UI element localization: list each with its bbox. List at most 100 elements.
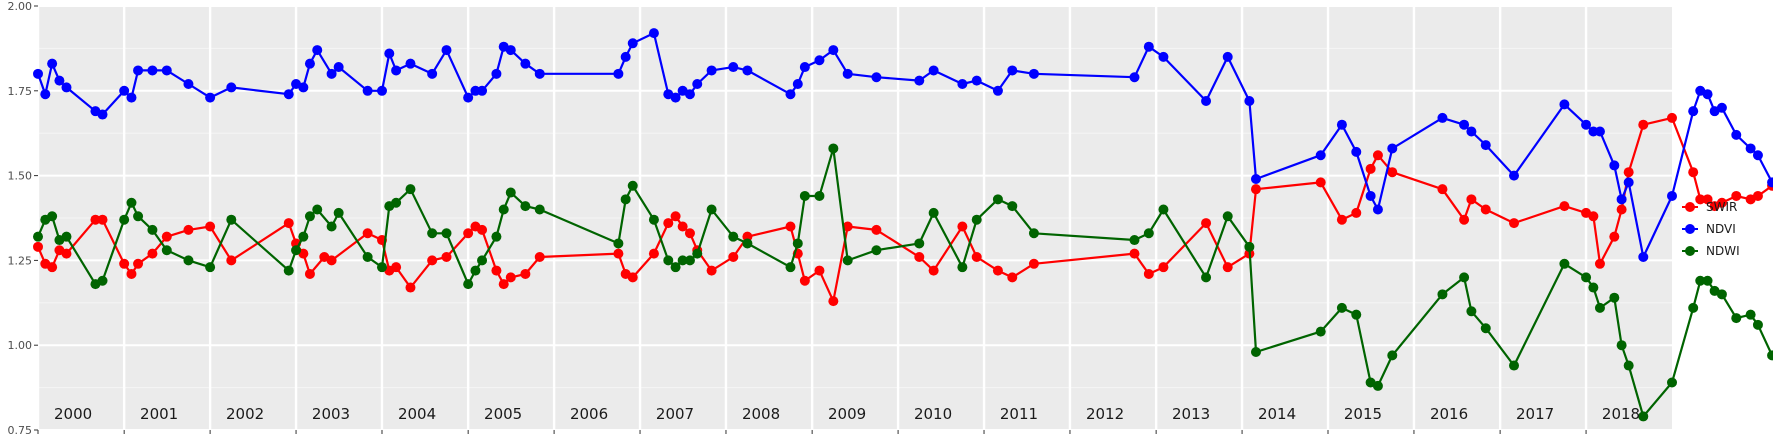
data-point-ndwi xyxy=(828,143,839,154)
data-point-swir xyxy=(1336,214,1347,225)
data-point-ndwi xyxy=(119,214,130,225)
data-point-ndvi xyxy=(391,65,402,76)
data-point-ndwi xyxy=(463,279,474,290)
data-point-ndvi xyxy=(670,92,681,103)
data-point-swir xyxy=(1222,262,1233,273)
year-label: 2017 xyxy=(1516,405,1554,423)
data-point-ndvi xyxy=(47,58,58,69)
data-point-ndwi xyxy=(1745,309,1756,320)
data-point-swir xyxy=(1702,194,1713,205)
data-point-swir xyxy=(183,224,194,235)
data-point-swir xyxy=(785,221,796,232)
data-point-swir xyxy=(684,228,695,239)
data-point-swir xyxy=(928,265,939,276)
data-point-swir xyxy=(1365,163,1376,174)
data-point-swir xyxy=(147,248,158,259)
year-label: 2013 xyxy=(1172,405,1210,423)
data-point-swir xyxy=(126,268,137,279)
data-point-ndwi xyxy=(1695,275,1706,286)
data-point-swir xyxy=(627,272,638,283)
data-point-ndwi xyxy=(534,204,545,215)
data-point-ndwi xyxy=(613,238,624,249)
data-point-ndvi xyxy=(684,89,695,100)
data-point-ndvi xyxy=(828,45,839,56)
data-point-ndwi xyxy=(133,211,144,222)
year-label: 2003 xyxy=(312,405,350,423)
data-point-ndwi xyxy=(326,221,337,232)
data-point-swir xyxy=(728,252,739,263)
data-point-ndvi xyxy=(405,58,416,69)
data-point-swir xyxy=(1638,119,1649,130)
data-point-ndvi xyxy=(728,62,739,73)
y-tick-label: 2.00 xyxy=(8,0,33,13)
data-point-ndwi xyxy=(785,262,796,273)
data-point-ndvi xyxy=(706,65,717,76)
year-label: 2015 xyxy=(1344,405,1382,423)
data-point-ndwi xyxy=(183,255,194,266)
data-point-swir xyxy=(814,265,825,276)
data-point-swir xyxy=(161,231,172,242)
data-point-ndvi xyxy=(1336,119,1347,130)
data-point-ndvi xyxy=(1559,99,1570,110)
y-tick-label: 1.25 xyxy=(8,254,33,267)
data-point-ndwi xyxy=(663,255,674,266)
data-point-ndvi xyxy=(871,72,882,83)
data-point-ndwi xyxy=(498,204,509,215)
year-label: 2000 xyxy=(54,405,92,423)
data-point-swir xyxy=(828,296,839,307)
data-point-swir xyxy=(1752,190,1763,201)
data-point-ndwi xyxy=(914,238,925,249)
data-point-ndvi xyxy=(1638,252,1649,263)
y-tick-label: 1.75 xyxy=(8,85,33,98)
data-point-swir xyxy=(677,221,688,232)
data-point-ndvi xyxy=(1459,119,1470,130)
year-label: 2011 xyxy=(1000,405,1038,423)
data-point-swir xyxy=(1695,194,1706,205)
data-point-ndwi xyxy=(1351,309,1362,320)
data-point-ndwi xyxy=(1028,228,1039,239)
data-point-ndvi xyxy=(785,89,796,100)
legend-key-point xyxy=(1685,246,1695,256)
data-point-swir xyxy=(1459,214,1470,225)
data-point-ndwi xyxy=(792,238,803,249)
data-point-ndvi xyxy=(1365,190,1376,201)
data-point-ndwi xyxy=(1752,319,1763,330)
data-point-swir xyxy=(663,218,674,229)
data-point-ndvi xyxy=(799,62,810,73)
data-point-ndvi xyxy=(620,51,631,62)
data-point-ndvi xyxy=(326,68,337,79)
data-point-ndvi xyxy=(1594,126,1605,137)
data-point-ndwi xyxy=(1143,228,1154,239)
data-point-ndvi xyxy=(1028,68,1039,79)
year-label: 2007 xyxy=(656,405,694,423)
data-point-swir xyxy=(534,252,545,263)
data-point-ndvi xyxy=(376,85,387,96)
data-point-swir xyxy=(842,221,853,232)
data-point-ndwi xyxy=(333,207,344,218)
data-point-ndwi xyxy=(1315,326,1326,337)
data-point-ndwi xyxy=(871,245,882,256)
data-point-swir xyxy=(405,282,416,293)
data-point-ndwi xyxy=(992,194,1003,205)
data-point-swir xyxy=(871,224,882,235)
data-point-ndwi xyxy=(147,224,158,235)
data-point-ndwi xyxy=(1459,272,1470,283)
data-point-ndwi xyxy=(33,231,43,242)
data-point-ndvi xyxy=(61,82,72,93)
data-point-ndwi xyxy=(1129,235,1140,246)
data-point-swir xyxy=(90,214,101,225)
data-point-ndwi xyxy=(1638,411,1649,422)
data-point-ndwi xyxy=(814,190,825,201)
data-point-swir xyxy=(706,265,717,276)
legend-key-point xyxy=(1685,224,1695,234)
data-point-ndvi xyxy=(534,68,545,79)
data-point-ndwi xyxy=(684,255,695,266)
data-point-ndvi xyxy=(992,85,1003,96)
data-point-ndwi xyxy=(706,204,717,215)
legend-item-ndvi: NDVI xyxy=(1682,222,1736,236)
data-point-ndwi xyxy=(1767,350,1773,361)
data-point-swir xyxy=(1509,218,1520,229)
year-label: 2012 xyxy=(1086,405,1124,423)
data-point-swir xyxy=(648,248,659,259)
